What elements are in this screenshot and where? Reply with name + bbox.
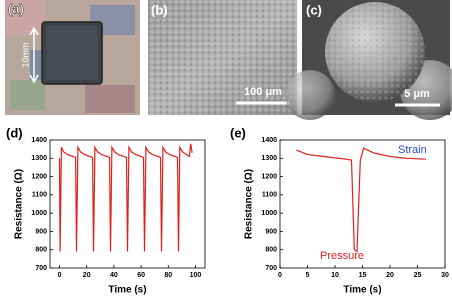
y-tick-label: 1100 — [262, 192, 277, 199]
annotation: Pressure — [320, 250, 364, 262]
y-tick-label: 800 — [35, 247, 47, 254]
x-tick-label: 20 — [83, 272, 91, 279]
y-tick-label: 1000 — [261, 210, 277, 217]
x-tick-label: 100 — [190, 272, 202, 279]
x-tick-label: 30 — [441, 272, 449, 279]
y-tick-label: 1300 — [261, 155, 277, 162]
scale-label: 10mm — [20, 42, 30, 67]
x-tick-label: 15 — [359, 272, 367, 279]
scale-label: 100 μm — [244, 86, 282, 98]
y-tick-label: 800 — [265, 247, 277, 254]
x-tick-label: 40 — [110, 272, 118, 279]
x-tick-label: 0 — [278, 272, 282, 279]
panel-label: (a) — [8, 1, 24, 16]
y-tick-label: 900 — [35, 228, 47, 235]
y-tick-label: 1200 — [261, 173, 277, 180]
plot-frame — [49, 139, 206, 269]
panel-label: (d) — [6, 125, 23, 140]
panel-label: (c) — [306, 2, 322, 17]
y-tick-label: 1200 — [31, 173, 47, 180]
y-tick-label: 1100 — [32, 192, 47, 199]
y-tick-label: 1400 — [31, 137, 47, 144]
photo-a: 10mm (a) — [5, 0, 140, 115]
y-tick-label: 900 — [265, 228, 277, 235]
x-tick-label: 60 — [137, 272, 145, 279]
x-tick-label: 80 — [164, 272, 172, 279]
y-tick-label: 700 — [35, 265, 47, 272]
sem-b: 100 μm (b) — [148, 0, 297, 115]
x-tick-label: 0 — [58, 272, 62, 279]
y-tick-label: 1000 — [31, 210, 47, 217]
x-tick-label: 20 — [386, 272, 394, 279]
scale-label: 5 μm — [404, 88, 430, 100]
data-line — [296, 147, 426, 253]
y-tick-label: 1400 — [261, 137, 277, 144]
x-tick-label: 5 — [306, 272, 310, 279]
y-axis-label: Resistance (Ω) — [14, 169, 25, 239]
panel-label: (b) — [151, 2, 168, 17]
y-tick-label: 1300 — [31, 155, 47, 162]
x-tick-label: 25 — [414, 272, 422, 279]
panel-label: (e) — [230, 125, 246, 140]
y-tick-label: 700 — [265, 265, 277, 272]
x-axis-label: Time (s) — [343, 285, 381, 296]
x-tick-label: 10 — [331, 272, 339, 279]
data-line — [58, 143, 193, 252]
sem-c: 5 μm (c) — [285, 0, 452, 120]
annotation: Strain — [398, 144, 427, 156]
x-axis-label: Time (s) — [108, 285, 146, 296]
y-axis-label: Resistance (Ω) — [244, 169, 255, 239]
